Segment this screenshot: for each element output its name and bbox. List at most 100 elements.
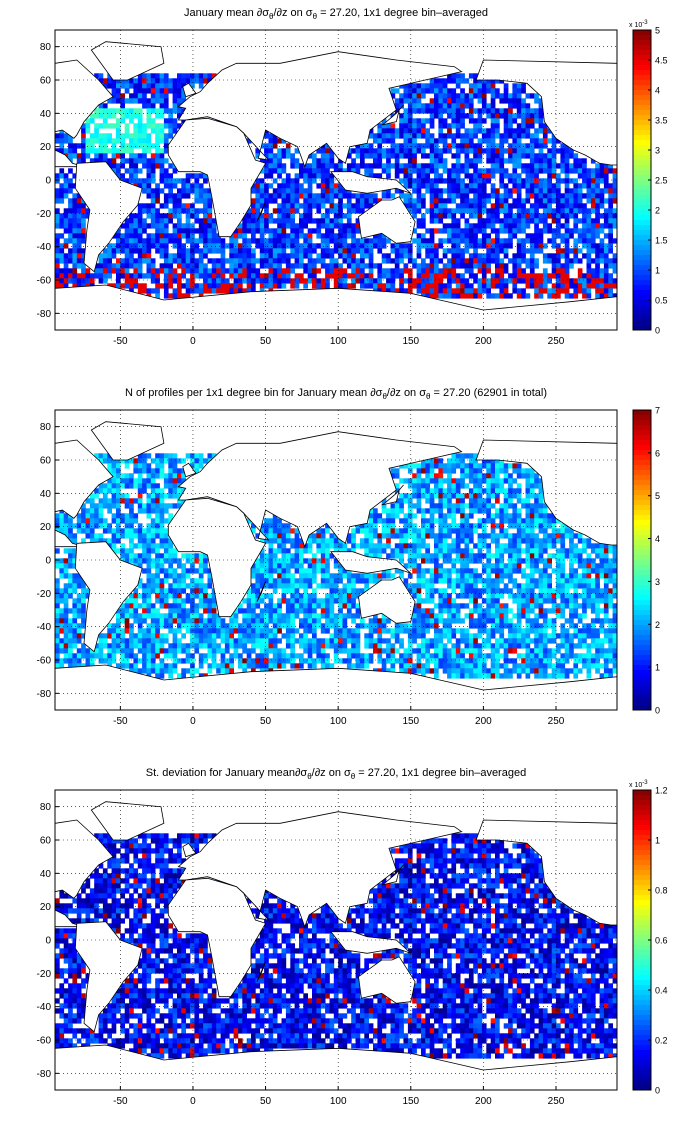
bin-cell xyxy=(142,488,147,494)
bin-cell xyxy=(455,568,461,574)
bin-cell xyxy=(129,223,134,229)
landmass xyxy=(167,117,267,238)
bin-cell xyxy=(168,113,173,119)
bin-cell xyxy=(399,168,404,174)
bin-cell xyxy=(111,248,117,254)
bin-cell xyxy=(116,498,121,504)
bin-cell xyxy=(447,238,452,244)
bin-cell xyxy=(490,113,496,119)
bin-cell xyxy=(111,123,117,129)
bin-cell xyxy=(464,573,470,579)
bin-cell xyxy=(468,208,474,214)
bin-cell xyxy=(281,218,287,224)
bin-cell xyxy=(477,288,483,294)
bin-cell xyxy=(381,163,387,169)
bin-cell xyxy=(246,208,252,214)
bin-cell xyxy=(142,538,147,544)
bin-cell xyxy=(529,168,535,174)
bin-cell xyxy=(312,198,317,204)
bin-cell xyxy=(238,273,243,279)
bin-cell xyxy=(320,238,326,244)
bin-cell xyxy=(573,218,579,224)
bin-cell xyxy=(190,453,195,459)
bin-cell xyxy=(137,143,143,149)
bin-cell xyxy=(477,83,483,89)
bin-cell xyxy=(68,148,73,154)
bin-cell xyxy=(556,148,561,154)
bin-cell xyxy=(281,553,287,559)
bin-cell xyxy=(521,163,526,169)
bin-cell xyxy=(377,133,383,139)
bin-cell xyxy=(403,523,409,529)
bin-cell xyxy=(451,213,457,219)
bin-cell xyxy=(551,208,557,214)
bin-cell xyxy=(529,523,535,529)
bin-cell xyxy=(556,538,561,544)
bin-cell xyxy=(599,258,605,264)
bin-cell xyxy=(495,203,500,209)
bin-cell xyxy=(529,238,535,244)
bin-cell xyxy=(290,193,295,199)
bin-cell xyxy=(407,158,413,164)
bin-cell xyxy=(137,268,143,274)
bin-cell xyxy=(264,168,269,174)
bin-cell xyxy=(468,288,474,294)
bin-cell xyxy=(116,468,121,474)
bin-cell xyxy=(146,548,152,554)
bin-cell xyxy=(220,263,226,269)
bin-cell xyxy=(407,553,413,559)
bin-cell xyxy=(264,183,269,189)
bin-cell xyxy=(85,118,91,124)
bin-cell xyxy=(425,238,430,244)
bin-cell xyxy=(499,458,505,464)
bin-cell xyxy=(595,218,600,224)
bin-cell xyxy=(412,283,417,289)
bin-cell xyxy=(425,278,430,284)
bin-cell xyxy=(486,533,491,539)
bin-cell xyxy=(534,218,539,224)
bin-cell xyxy=(477,143,483,149)
bin-cell xyxy=(447,233,452,239)
bin-cell xyxy=(198,73,204,79)
bin-cell xyxy=(307,278,313,284)
bin-cell xyxy=(203,558,208,564)
bin-cell xyxy=(68,178,73,184)
bin-cell xyxy=(442,78,448,84)
bin-cell xyxy=(512,103,518,109)
bin-cell xyxy=(421,463,426,469)
bin-cell xyxy=(442,148,448,154)
bin-cell xyxy=(150,563,156,569)
bin-cell xyxy=(412,178,417,184)
bin-cell xyxy=(181,258,186,264)
bin-cell xyxy=(516,263,522,269)
bin-cell xyxy=(495,148,500,154)
bin-cell xyxy=(203,233,208,239)
bin-cell xyxy=(360,198,365,204)
bin-cell xyxy=(434,503,439,509)
bin-cell xyxy=(442,138,448,144)
bin-cell xyxy=(608,208,613,214)
bin-cell xyxy=(542,143,548,149)
bin-cell xyxy=(111,78,117,84)
bin-cell xyxy=(577,558,583,564)
colorbar-segment xyxy=(633,115,651,121)
bin-cell xyxy=(111,463,117,469)
bin-cell xyxy=(272,558,278,564)
bin-cell xyxy=(582,543,587,549)
bin-cell xyxy=(129,118,134,124)
bin-cell xyxy=(403,163,409,169)
panel-count: N of profiles per 1x1 degree bin for Jan… xyxy=(0,380,696,760)
bin-cell xyxy=(399,148,404,154)
bin-cell xyxy=(603,243,609,249)
bin-cell xyxy=(264,253,269,259)
bin-cell xyxy=(495,538,500,544)
bin-cell xyxy=(264,153,269,159)
bin-cell xyxy=(312,283,317,289)
bin-cell xyxy=(194,188,200,194)
bin-cell xyxy=(102,123,108,129)
bin-cell xyxy=(55,563,60,569)
bin-cell xyxy=(63,563,69,569)
bin-cell xyxy=(68,218,73,224)
bin-cell xyxy=(129,543,134,549)
bin-cell xyxy=(246,268,252,274)
